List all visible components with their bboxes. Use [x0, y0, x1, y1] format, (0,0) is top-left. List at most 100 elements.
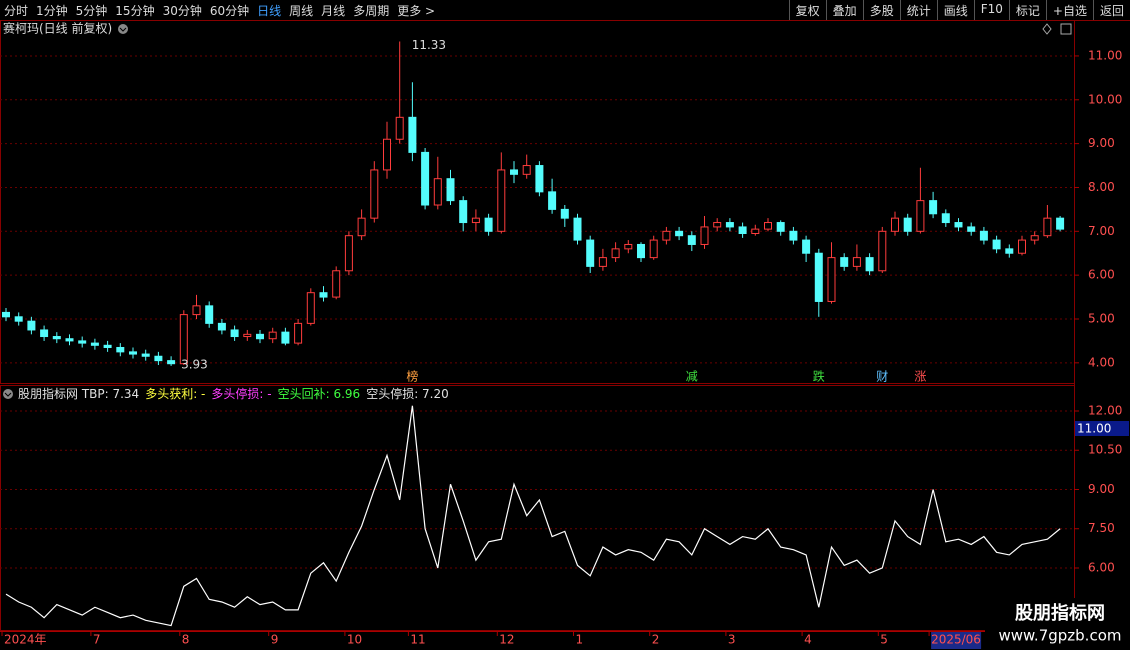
candle-body	[598, 257, 607, 267]
event-marker: 跌	[813, 369, 825, 384]
cursor-label: 11.00	[1077, 422, 1111, 436]
y-tick-label: 7.50	[1088, 521, 1115, 535]
period-tab[interactable]: 周线	[289, 4, 314, 18]
candle-body	[344, 235, 353, 272]
period-tab[interactable]: 15分钟	[115, 4, 155, 18]
y-tick-label: 10.00	[1088, 92, 1122, 106]
candle-body	[662, 230, 671, 241]
candle-body	[675, 230, 684, 237]
panel-border	[0, 385, 1075, 631]
tool-button[interactable]: +自选	[1045, 0, 1093, 20]
watermark-name: 股朋指标网	[1014, 602, 1105, 624]
candle-body	[484, 217, 493, 232]
candle-body	[306, 292, 315, 324]
candle-body	[243, 333, 252, 338]
x-tick-label: 8	[182, 633, 190, 647]
candle-body	[522, 165, 531, 175]
candle-body	[979, 230, 988, 241]
period-tab[interactable]: 30分钟	[162, 4, 202, 18]
period-tab[interactable]: 日线	[257, 4, 282, 18]
candle-body	[52, 336, 61, 340]
menu-icon	[4, 392, 12, 397]
period-tab[interactable]: 60分钟	[209, 4, 250, 18]
candle-body	[268, 331, 277, 340]
x-tick-label: 11	[410, 633, 425, 647]
x-tick-label: 5	[880, 633, 888, 647]
candle-body	[802, 239, 811, 254]
candle-body	[179, 314, 188, 365]
candle-body	[916, 200, 925, 232]
candle-body	[560, 208, 569, 219]
tool-button[interactable]: 标记	[1008, 0, 1046, 20]
tool-button[interactable]: 多股	[862, 0, 900, 20]
y-tick-label: 9.00	[1088, 136, 1115, 150]
candle-body	[954, 222, 963, 228]
indicator-line	[5, 405, 1061, 627]
period-tab[interactable]: 更多 >	[397, 4, 436, 18]
candle-body	[497, 169, 506, 232]
tool-button[interactable]: 画线	[936, 0, 974, 20]
candle-body	[649, 239, 658, 259]
candle-body	[281, 331, 290, 344]
y-tick-label: 12.00	[1088, 403, 1122, 417]
tool-button[interactable]: 叠加	[825, 0, 863, 20]
x-tick-label: 1	[576, 633, 584, 647]
period-tabs: 分时 1分钟 5分钟 15分钟 30分钟 60分钟 日线 周线 月线 多周期 更多 >	[0, 0, 439, 20]
cursor-box	[1075, 421, 1129, 436]
candle-body	[510, 169, 518, 175]
candle-body	[129, 351, 137, 355]
x-tick-label: 2	[652, 633, 660, 647]
period-tab[interactable]: 多周期	[353, 4, 390, 18]
y-tick-label: 9.00	[1088, 482, 1115, 496]
candle-body	[878, 230, 887, 272]
candle-body	[319, 292, 328, 298]
candle-body	[535, 165, 544, 193]
candle-body	[90, 342, 99, 346]
candle-body	[548, 191, 557, 210]
period-tab[interactable]: 1分钟	[36, 4, 68, 18]
toolbar: 分时 1分钟 5分钟 15分钟 30分钟 60分钟 日线 周线 月线 多周期 更多 > 复权 叠加 多股统…	[0, 0, 1130, 21]
candle-body	[408, 116, 417, 153]
tool-button[interactable]: 复权	[788, 0, 826, 20]
header-item: 空头停损: 7.20	[366, 386, 449, 401]
candle-body	[14, 316, 23, 322]
period-tab[interactable]: 分时	[4, 4, 29, 18]
candle-body	[967, 226, 976, 232]
header-item: 多头获利: -	[145, 387, 205, 401]
candle-body	[573, 217, 582, 241]
candle-body	[1005, 248, 1014, 254]
candle-body	[637, 243, 645, 259]
y-tick-label: 4.00	[1088, 355, 1115, 369]
candle-body	[992, 239, 1001, 250]
candle-body	[370, 169, 379, 219]
candle-body	[78, 340, 87, 344]
candle-body	[789, 230, 798, 241]
candle-body	[764, 222, 772, 230]
candle-body	[65, 338, 74, 342]
tool-button[interactable]: 统计	[899, 0, 937, 20]
period-tab[interactable]: 月线	[321, 4, 346, 18]
period-tab[interactable]: 5分钟	[75, 4, 108, 18]
candle-body	[713, 222, 722, 228]
candle-body	[27, 320, 36, 331]
event-marker: 涨	[914, 369, 926, 384]
tool-button[interactable]: F10	[973, 0, 1009, 20]
date-highlight	[931, 632, 982, 649]
candle-body	[357, 217, 366, 237]
event-marker: 财	[876, 370, 888, 384]
watermark-box	[985, 598, 1130, 650]
panel-border	[0, 20, 1075, 384]
candle-body	[865, 257, 874, 272]
candle-body	[827, 257, 836, 302]
menu-icon	[119, 27, 127, 32]
candle-body	[700, 226, 709, 245]
x-tick-label: 9	[271, 633, 279, 647]
candle-body	[929, 200, 938, 215]
chart-title: 赛柯玛(日线 前复权)	[3, 21, 112, 36]
candle-body	[433, 178, 442, 206]
tool-button[interactable]: 返回	[1092, 0, 1130, 20]
indicator-header: 股朋指标网 TBP: 7.34 多头获利: - 多头停损: - 空头回补: 6.96 空…	[18, 386, 449, 401]
candle-body	[421, 151, 430, 206]
